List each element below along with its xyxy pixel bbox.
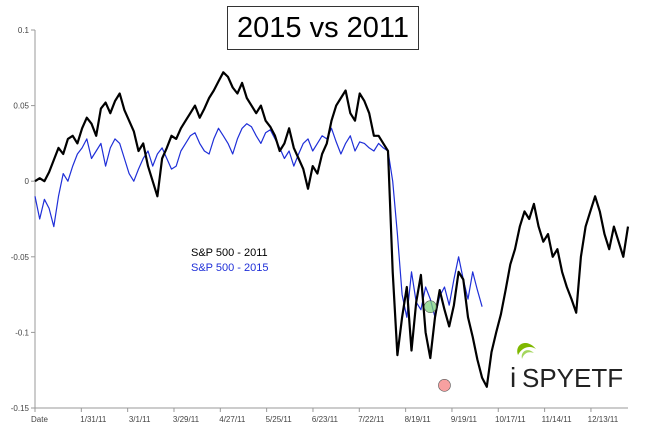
series-layer <box>34 71 630 388</box>
y-axis-ticks: 0.1 0.05 0 -0.05 -0.1 -0.15 <box>11 26 35 413</box>
x-tick-label: Date <box>31 415 48 424</box>
y-tick-label: -0.1 <box>15 328 29 337</box>
x-axis-ticks: Date 1/31/11 3/1/11 3/29/11 4/27/11 5/25/11 6/… <box>31 408 619 424</box>
marker-2011-low <box>438 379 451 392</box>
marker-2015-low <box>424 300 437 313</box>
series-line-2011 <box>34 71 630 388</box>
series-line-2015 <box>34 123 483 318</box>
x-tick-label: 8/19/11 <box>405 415 432 424</box>
x-tick-label: 5/25/11 <box>266 415 293 424</box>
legend-entry-2015: S&P 500 - 2015 <box>191 262 269 274</box>
legend-entry-2011: S&P 500 - 2011 <box>191 247 268 259</box>
x-tick-label: 9/19/11 <box>451 415 478 424</box>
chart-title: 2015 vs 2011 <box>227 6 419 50</box>
x-tick-label: 10/17/11 <box>495 415 526 424</box>
y-tick-label: -0.05 <box>11 253 30 262</box>
x-tick-label: 1/31/11 <box>80 415 107 424</box>
x-tick-label: 4/27/11 <box>219 415 246 424</box>
y-tick-label: 0.1 <box>18 26 30 35</box>
y-tick-label: -0.15 <box>11 404 30 413</box>
highlight-markers <box>424 300 451 392</box>
y-tick-label: 0.05 <box>13 102 29 111</box>
logo-prefix: i <box>510 362 516 393</box>
x-tick-label: 7/22/11 <box>358 415 385 424</box>
x-tick-label: 11/14/11 <box>542 415 573 424</box>
ispyetf-logo: i SPYETF <box>510 343 623 393</box>
logo-main: SPYETF <box>522 363 623 393</box>
x-tick-label: 3/1/11 <box>129 415 151 424</box>
x-tick-label: 6/23/11 <box>312 415 339 424</box>
x-tick-label: 12/13/11 <box>588 415 619 424</box>
y-tick-label: 0 <box>25 177 30 186</box>
x-tick-label: 3/29/11 <box>173 415 200 424</box>
